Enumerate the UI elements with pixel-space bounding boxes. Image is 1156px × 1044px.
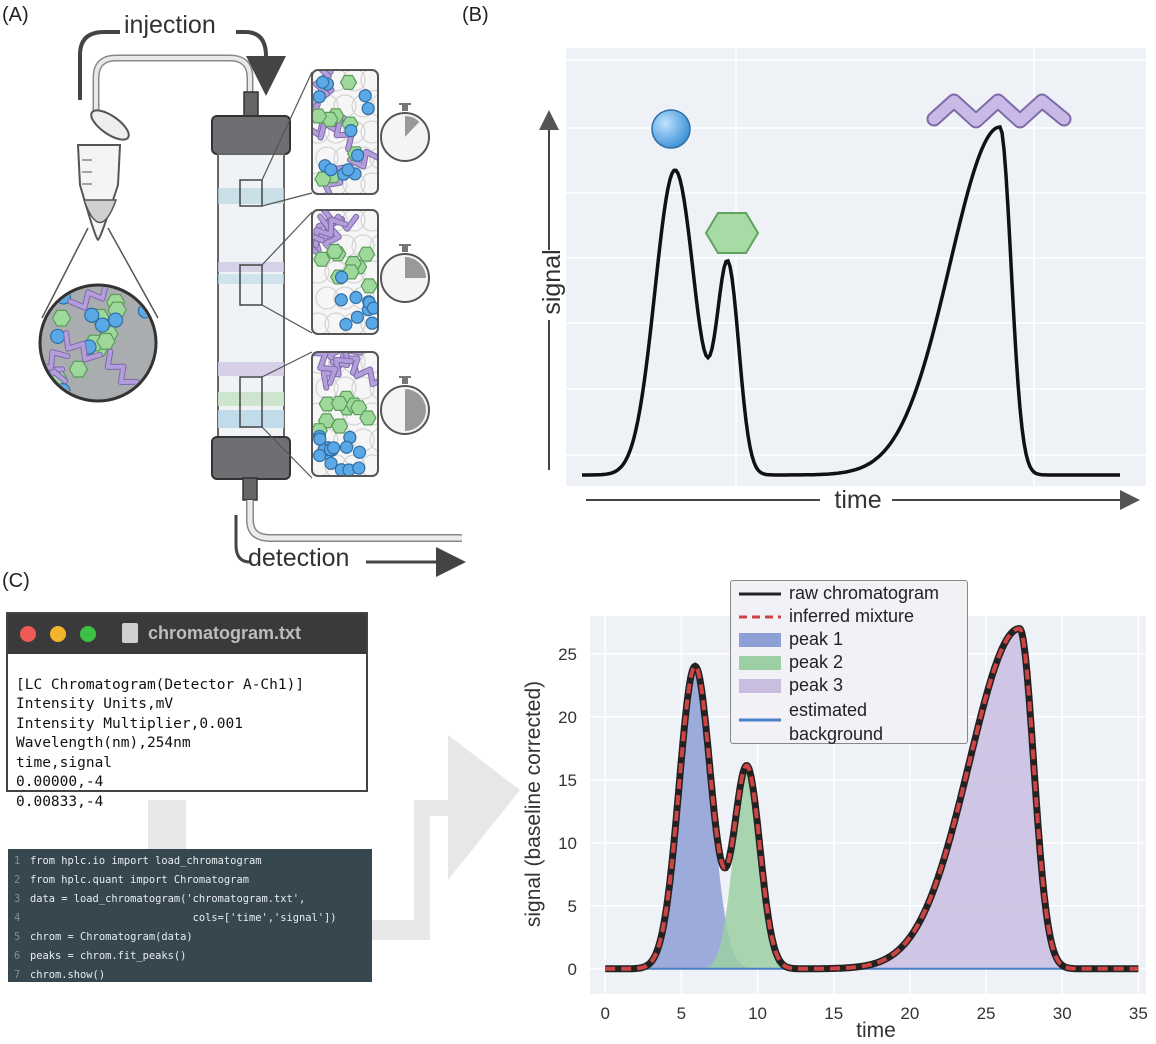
y-tick-label: 15 bbox=[558, 771, 577, 790]
x-tick-label: 0 bbox=[600, 1004, 609, 1023]
y-tick-label: 0 bbox=[568, 960, 577, 979]
fit-chart-xlabel: time bbox=[856, 1019, 896, 1042]
x-tick-label: 10 bbox=[748, 1004, 767, 1023]
maximize-window-button[interactable] bbox=[80, 626, 96, 642]
file-line: [LC Chromatogram(Detector A-Ch1)] bbox=[16, 676, 358, 696]
y-tick-label: 10 bbox=[558, 834, 577, 853]
legend-item-raw: raw chromatogram bbox=[731, 583, 939, 604]
column-zoom-box bbox=[282, 192, 392, 336]
code-line: 5 chrom = Chromatogram(data) bbox=[14, 928, 366, 947]
y-tick-label: 20 bbox=[558, 708, 577, 727]
legend-peak3-swatch bbox=[739, 676, 781, 696]
x-tick-label: 15 bbox=[824, 1004, 843, 1023]
minimize-window-button[interactable] bbox=[50, 626, 66, 642]
document-icon bbox=[122, 623, 138, 643]
chromatography-column bbox=[212, 72, 312, 500]
legend-item-peak3: peak 3 bbox=[731, 675, 843, 696]
panel-b-schematic-chart bbox=[549, 48, 1146, 500]
detection-label: detection bbox=[248, 544, 349, 572]
legend-inferred-symbol bbox=[739, 607, 781, 627]
text-file-body: [LC Chromatogram(Detector A-Ch1)] Intensi… bbox=[8, 654, 366, 853]
text-file-titlebar: chromatogram.txt bbox=[8, 614, 366, 654]
panel-a-illustration bbox=[26, 32, 462, 562]
y-tick-label: 25 bbox=[558, 645, 577, 664]
outlet-tube bbox=[250, 500, 462, 538]
code-line: 7 chrom.show() bbox=[14, 966, 366, 985]
stopwatch-icon bbox=[381, 377, 429, 434]
file-line: 0.00000,-4 bbox=[16, 773, 358, 793]
file-line: Intensity Multiplier,0.001 bbox=[16, 715, 358, 735]
file-name: chromatogram.txt bbox=[148, 623, 301, 644]
file-line: 0.00833,-4 bbox=[16, 793, 358, 813]
file-line: Intensity Units,mV bbox=[16, 695, 358, 715]
x-tick-label: 5 bbox=[677, 1004, 686, 1023]
injection-label: injection bbox=[124, 11, 216, 39]
code-line: 6 peaks = chrom.fit_peaks() bbox=[14, 947, 366, 966]
fit-chart-ylabel: signal (baseline corrected) bbox=[522, 681, 545, 927]
legend-background-symbol bbox=[739, 698, 781, 742]
x-tick-label: 20 bbox=[900, 1004, 919, 1023]
code-line: 1 from hplc.io import load_chromatogram bbox=[14, 852, 366, 871]
legend-raw-symbol bbox=[739, 584, 781, 604]
capillary-tube bbox=[96, 58, 250, 115]
column-zoom-box bbox=[296, 64, 393, 199]
close-window-button[interactable] bbox=[20, 626, 36, 642]
stopwatch-icon bbox=[381, 104, 429, 161]
legend-item-inferred: inferred mixture bbox=[731, 606, 914, 627]
legend-peak1-swatch bbox=[739, 630, 781, 650]
sample-tube bbox=[78, 105, 133, 240]
legend-peak2-swatch bbox=[739, 653, 781, 673]
column-zoom-box bbox=[307, 338, 392, 478]
legend-item-peak2: peak 2 bbox=[731, 652, 843, 673]
x-tick-label: 30 bbox=[1053, 1004, 1072, 1023]
file-line: Wavelength(nm),254nm bbox=[16, 734, 358, 754]
panel-b-xlabel: time bbox=[834, 486, 881, 514]
chart-legend: raw chromatogram inferred mixture peak 1… bbox=[730, 580, 968, 744]
legend-item-peak1: peak 1 bbox=[731, 629, 843, 650]
code-line: 4 cols=['time','signal']) bbox=[14, 909, 366, 928]
legend-item-background: estimated background bbox=[731, 698, 883, 746]
x-tick-label: 25 bbox=[977, 1004, 996, 1023]
x-tick-label: 35 bbox=[1129, 1004, 1148, 1023]
green-hexagon-icon bbox=[706, 213, 758, 253]
file-line: time,signal bbox=[16, 754, 358, 774]
flow-arrow-head bbox=[372, 735, 520, 940]
stopwatch-icon bbox=[381, 245, 429, 302]
y-tick-label: 5 bbox=[568, 897, 577, 916]
text-file-window: chromatogram.txt [LC Chromatogram(Detect… bbox=[6, 612, 368, 792]
sample-zoom-circle bbox=[26, 283, 156, 401]
code-line: 3 data = load_chromatogram('chromatogram.… bbox=[14, 890, 366, 909]
code-line: 2 from hplc.quant import Chromatogram bbox=[14, 871, 366, 890]
code-editor: 1 from hplc.io import load_chromatogram 2 f… bbox=[8, 849, 372, 982]
blue-bead-icon bbox=[652, 110, 690, 148]
panel-b-ylabel: signal bbox=[538, 249, 566, 314]
